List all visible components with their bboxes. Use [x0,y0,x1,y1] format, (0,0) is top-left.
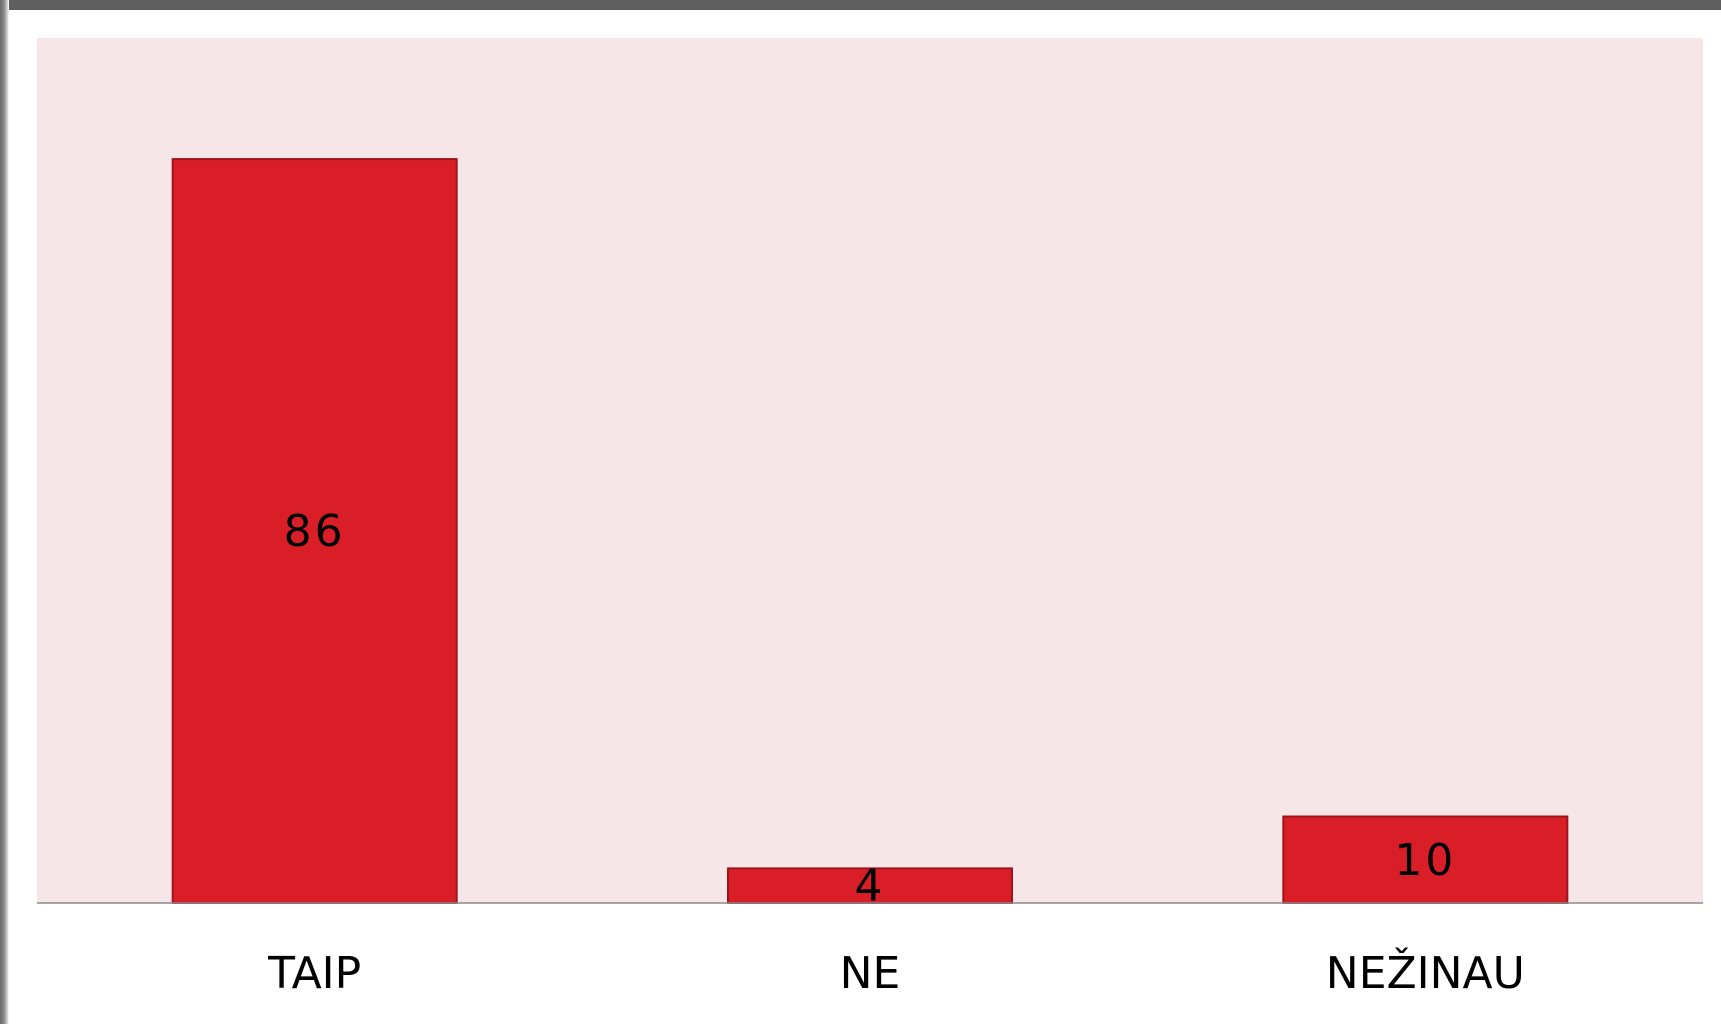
value-label-nežinau: 10 [1394,835,1456,886]
bar-ne [727,867,1013,905]
bars-group [171,158,1569,905]
category-label-nežinau: NEŽINAU [1326,946,1525,999]
value-labels-group: 86 4 10 [284,506,1456,912]
window-frame-top [0,0,1721,10]
window-frame-left [0,0,9,1024]
category-label-taip: TAIP [267,948,361,999]
value-label-taip: 86 [284,506,346,557]
category-labels-group: TAIP NE NEŽINAU [267,946,1525,999]
bar-nežinau [1282,815,1569,904]
bar-taip [171,158,458,905]
category-label-ne: NE [840,948,901,999]
value-label-ne: 4 [855,861,886,912]
